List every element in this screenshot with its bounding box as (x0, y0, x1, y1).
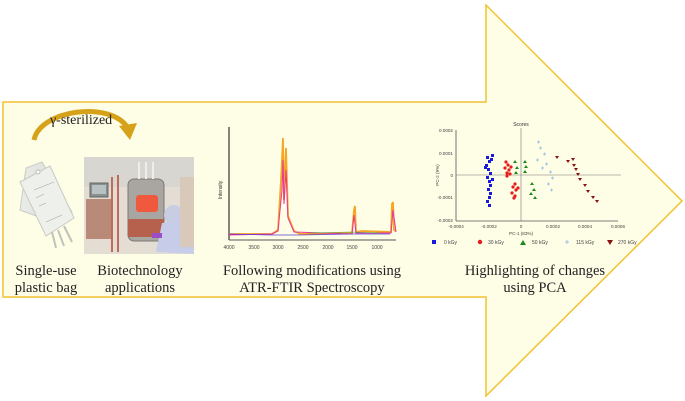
plastic-bag-image (19, 161, 75, 249)
pca-scores-chart: Scores 0.0002 0.0001 0 -0.0001 -0.0002 -… (435, 122, 625, 236)
pca-title: Scores (513, 122, 529, 128)
svg-text:0.0001: 0.0001 (439, 151, 453, 156)
svg-text:-0.0002: -0.0002 (481, 224, 497, 229)
pca-legend: 0 kGy 30 kGy 50 kGy 115 kGy 270 kGy (432, 239, 637, 246)
curved-sterilization-arrow-icon (31, 108, 131, 141)
arrow-head-icon (119, 123, 137, 140)
svg-text:30 kGy: 30 kGy (488, 240, 504, 246)
series-30kgy (503, 160, 520, 200)
svg-text:0.0002: 0.0002 (439, 128, 453, 133)
svg-text:2000: 2000 (322, 245, 333, 251)
svg-text:2500: 2500 (297, 245, 308, 251)
step-label-biotechnology: Biotechnology applications (97, 263, 183, 296)
svg-text:-0.0001: -0.0001 (437, 195, 453, 200)
ftir-ylabel: Intensity (218, 180, 224, 199)
arrow-shape (2, 3, 684, 398)
pca-xlabel: PC-1 (83%) (509, 231, 533, 236)
svg-text:0: 0 (450, 173, 453, 178)
series-115kgy (536, 140, 554, 192)
svg-text:3000: 3000 (272, 245, 283, 251)
series-50kgy (513, 160, 537, 199)
series-270kgy (555, 156, 599, 203)
pca-ylabel: PC-2 (9%) (435, 164, 440, 186)
svg-text:270 kGy: 270 kGy (618, 240, 637, 246)
svg-text:0.0002: 0.0002 (546, 224, 560, 229)
step-label-plastic-bag: Single-use plastic bag (14, 263, 78, 296)
bioreactor-photo (84, 157, 194, 254)
step-label-ftir: Following modifications using ATR-FTIR S… (222, 263, 402, 296)
svg-text:0: 0 (520, 224, 523, 229)
svg-text:0.0004: 0.0004 (578, 224, 592, 229)
svg-text:1500: 1500 (346, 245, 357, 251)
svg-text:0.0006: 0.0006 (611, 224, 625, 229)
pca-y-ticks: 0.0002 0.0001 0 -0.0001 -0.0002 (437, 128, 453, 223)
ftir-spectrum-chart: Intensity 4000 3500 3000 2500 2000 1500 … (218, 127, 397, 251)
svg-text:4000: 4000 (223, 245, 234, 251)
svg-text:115 kGy: 115 kGy (576, 240, 595, 246)
svg-text:0 kGy: 0 kGy (444, 240, 458, 246)
pca-x-ticks: -0.0004 -0.0002 0 0.0002 0.0004 0.0006 (448, 224, 625, 229)
svg-text:50 kGy: 50 kGy (532, 240, 548, 246)
step-label-pca: Highlighting of changes using PCA (464, 263, 606, 296)
ftir-x-ticks: 4000 3500 3000 2500 2000 1500 1000 (223, 245, 382, 251)
svg-text:1000: 1000 (371, 245, 382, 251)
svg-text:3500: 3500 (248, 245, 259, 251)
svg-text:-0.0002: -0.0002 (437, 218, 453, 223)
sterilization-label: γ-sterilized (50, 113, 113, 128)
svg-text:-0.0004: -0.0004 (448, 224, 464, 229)
series-0kgy (484, 154, 494, 207)
